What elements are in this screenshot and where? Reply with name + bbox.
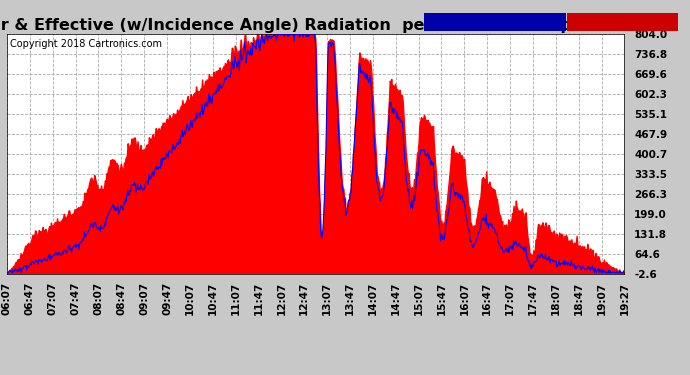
- Text: Copyright 2018 Cartronics.com: Copyright 2018 Cartronics.com: [10, 39, 162, 50]
- Text: Radiation (w/m2): Radiation (w/m2): [569, 18, 657, 27]
- Title: Solar & Effective (w/Incidence Angle) Radiation  per Minute  Sat Apr 21  19:35: Solar & Effective (w/Incidence Angle) Ra…: [0, 18, 669, 33]
- Text: Radiation (Effective w/m2): Radiation (Effective w/m2): [426, 18, 562, 27]
